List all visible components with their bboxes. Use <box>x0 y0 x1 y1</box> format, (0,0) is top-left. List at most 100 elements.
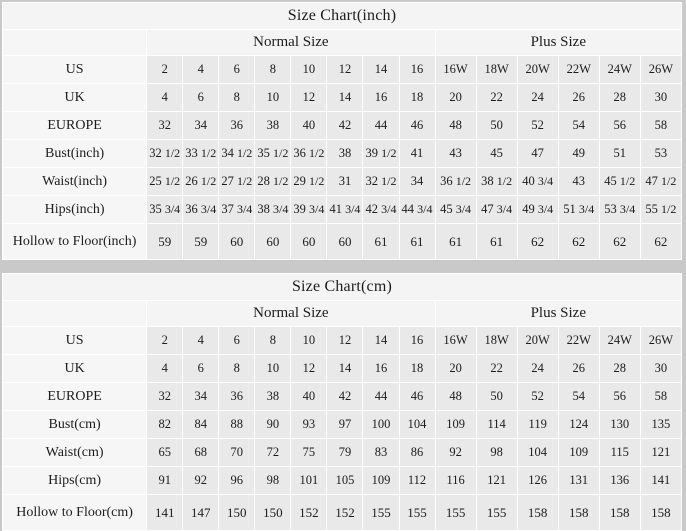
table-cell: 158 <box>516 494 559 531</box>
table-cell: 40 <box>290 382 328 411</box>
table-cell: 62 <box>598 223 641 260</box>
table-cell: 109 <box>434 410 477 439</box>
table-cell: 45 <box>475 139 518 168</box>
table-cell: 41 <box>398 139 436 168</box>
table-cell: 37 3/4 <box>218 195 256 224</box>
table-cell: 20 <box>434 83 477 112</box>
table-cell: 136 <box>598 466 641 495</box>
table-cell: 12 <box>290 83 328 112</box>
table-cell: 152 <box>290 494 328 531</box>
table-cell: 26 <box>557 354 600 383</box>
table-cell: 155 <box>398 494 436 531</box>
table-cell: 38 <box>254 382 292 411</box>
chart-title: Size Chart(inch) <box>2 2 682 30</box>
table-cell: 105 <box>326 466 364 495</box>
table-cell: 34 <box>182 382 220 411</box>
row-label: UK <box>1 354 148 383</box>
table-cell: 10 <box>254 83 292 112</box>
table-cell: 62 <box>639 223 683 260</box>
table-cell: 26 1/2 <box>182 167 220 196</box>
table-row: Waist(cm) 65 68 70 72 75 79 83 86 92 98 104 109 115 12… <box>1 438 683 467</box>
table-cell: 150 <box>254 494 292 531</box>
group-header-row: Normal Size Plus Size <box>1 300 683 327</box>
table-cell: 52 <box>516 111 559 140</box>
table-cell: 58 <box>639 111 683 140</box>
table-cell: 60 <box>326 223 364 260</box>
table-cell: 42 <box>326 382 364 411</box>
table-cell: 26W <box>639 326 683 355</box>
row-label: Waist(inch) <box>1 167 148 196</box>
table-row: Hips(inch) 35 3/4 36 3/4 37 3/4 38 3/4 39 3/4… <box>1 195 683 224</box>
table-cell: 31 <box>326 167 364 196</box>
table-cell: 8 <box>254 55 292 84</box>
table-cell: 65 <box>146 438 184 467</box>
title-row: Size Chart(cm) <box>2 273 682 301</box>
table-cell: 20W <box>516 326 559 355</box>
table-cell: 22 <box>475 354 518 383</box>
table-cell: 20 <box>434 354 477 383</box>
table-cell: 44 3/4 <box>398 195 436 224</box>
table-cell: 75 <box>290 438 328 467</box>
row-label: Hollow to Floor(inch) <box>1 223 148 260</box>
table-cell: 84 <box>182 410 220 439</box>
table-cell: 98 <box>475 438 518 467</box>
table-cell: 50 <box>475 382 518 411</box>
table-cell: 20W <box>516 55 559 84</box>
table-cell: 90 <box>254 410 292 439</box>
table-cell: 14 <box>326 354 364 383</box>
table-cell: 18 <box>398 354 436 383</box>
table-cell: 47 3/4 <box>475 195 518 224</box>
table-row: US 2 4 6 8 10 12 14 16 16W 18W 20W 22W 24W 26W <box>1 326 683 355</box>
table-cell: 52 <box>516 382 559 411</box>
table-cell: 141 <box>639 466 683 495</box>
size-table-inch: Size Chart(inch) Normal Size Plus Size US 2… <box>1 2 683 260</box>
table-cell: 32 <box>146 111 184 140</box>
table-cell: 39 1/2 <box>362 139 400 168</box>
table-cell: 47 1/2 <box>639 167 683 196</box>
table-cell: 58 <box>639 382 683 411</box>
table-cell: 51 3/4 <box>557 195 600 224</box>
table-cell: 24W <box>598 55 641 84</box>
table-cell: 116 <box>434 466 477 495</box>
table-cell: 150 <box>218 494 256 531</box>
table-cell: 38 1/2 <box>475 167 518 196</box>
table-cell: 59 <box>182 223 220 260</box>
table-cell: 28 1/2 <box>254 167 292 196</box>
table-cell: 27 1/2 <box>218 167 256 196</box>
table-row: UK 4 6 8 10 12 14 16 18 20 22 24 26 28 30 <box>1 354 683 383</box>
table-row: Bust(inch) 32 1/2 33 1/2 34 1/2 35 1/2 36 1/2… <box>1 139 683 168</box>
table-cell: 55 1/2 <box>639 195 683 224</box>
table-cell: 33 1/2 <box>182 139 220 168</box>
table-cell: 62 <box>516 223 559 260</box>
table-cell: 46 <box>398 111 436 140</box>
row-label: Hips(cm) <box>1 466 148 495</box>
table-cell: 48 <box>434 382 477 411</box>
table-cell: 18W <box>475 55 518 84</box>
table-cell: 42 3/4 <box>362 195 400 224</box>
table-cell: 70 <box>218 438 256 467</box>
table-cell: 12 <box>326 55 364 84</box>
table-cell: 38 <box>254 111 292 140</box>
table-cell: 42 <box>326 111 364 140</box>
table-cell: 32 1/2 <box>362 167 400 196</box>
table-cell: 8 <box>218 83 256 112</box>
table-cell: 16 <box>362 354 400 383</box>
table-cell: 98 <box>254 466 292 495</box>
table-cell: 28 <box>598 83 641 112</box>
table-cell: 86 <box>398 438 436 467</box>
row-label: Bust(cm) <box>1 410 148 439</box>
table-cell: 8 <box>254 326 292 355</box>
table-cell: 4 <box>146 354 184 383</box>
chart-title: Size Chart(cm) <box>2 273 682 301</box>
table-cell: 92 <box>182 466 220 495</box>
table-cell: 32 1/2 <box>146 139 184 168</box>
table-cell: 10 <box>290 55 328 84</box>
table-cell: 104 <box>516 438 559 467</box>
table-cell: 16W <box>434 55 477 84</box>
table-cell: 18 <box>398 83 436 112</box>
table-cell: 34 1/2 <box>218 139 256 168</box>
group-header-normal-size: Normal Size <box>146 300 436 327</box>
table-cell: 88 <box>218 410 256 439</box>
table-cell: 72 <box>254 438 292 467</box>
